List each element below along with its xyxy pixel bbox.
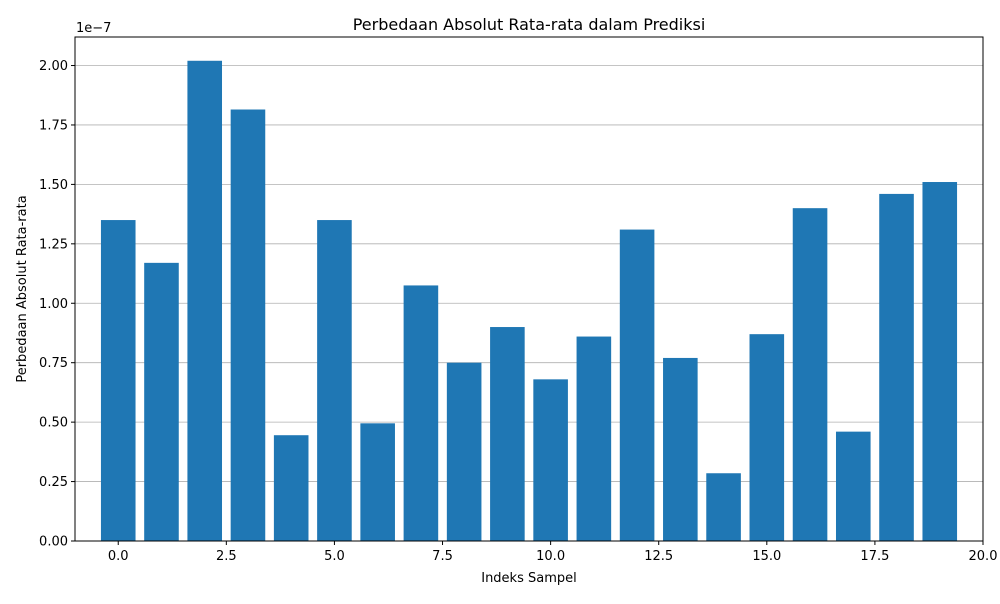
grid-lines — [75, 65, 983, 482]
bar — [100, 220, 136, 541]
y-tick-label: 1.75 — [39, 118, 68, 133]
bar — [144, 262, 179, 541]
y-tick-label: 0.25 — [39, 475, 68, 490]
bar — [230, 109, 266, 542]
x-axis-ticks: 0.0 2.5 5.0 7.5 10.0 12.5 15.0 17.5 20.0 — [108, 541, 998, 564]
x-tick-label: 7.5 — [432, 549, 453, 564]
bar — [663, 357, 698, 541]
bar — [749, 334, 785, 541]
x-tick-label: 17.5 — [860, 549, 889, 564]
y-tick-label: 0.50 — [39, 416, 68, 431]
bar — [619, 229, 655, 541]
bar — [879, 193, 914, 542]
bar — [187, 60, 223, 541]
bar — [835, 431, 871, 541]
plot-frame — [74, 36, 984, 542]
bar — [490, 327, 525, 541]
bar — [922, 182, 958, 542]
y-axis-offset-label: 1e−7 — [76, 21, 111, 36]
y-tick-label: 2.00 — [39, 59, 68, 74]
bar — [576, 336, 612, 541]
x-axis-label: Indeks Sampel — [481, 571, 577, 586]
x-tick-label: 2.5 — [216, 549, 237, 564]
bars — [100, 60, 958, 542]
x-tick-label: 10.0 — [536, 549, 565, 564]
bar — [706, 473, 741, 541]
bar — [273, 435, 309, 541]
bar — [792, 208, 828, 542]
y-tick-label: 0.75 — [39, 356, 68, 371]
bar — [446, 362, 482, 541]
x-tick-label: 0.0 — [108, 549, 129, 564]
y-tick-label: 1.50 — [39, 178, 68, 193]
x-tick-label: 5.0 — [324, 549, 345, 564]
bar — [533, 379, 568, 541]
y-tick-label: 1.25 — [39, 237, 68, 252]
y-axis-ticks: 0.00 0.25 0.50 0.75 1.00 1.25 1.50 1.75 2.00 — [39, 59, 75, 550]
bar — [403, 285, 439, 541]
x-tick-label: 20.0 — [969, 549, 998, 564]
bar — [317, 220, 352, 541]
y-tick-label: 1.00 — [39, 297, 68, 312]
bar — [360, 423, 395, 541]
y-tick-label: 0.00 — [39, 535, 68, 550]
y-axis-label: Perbedaan Absolut Rata-rata — [15, 195, 30, 382]
chart-title: Perbedaan Absolut Rata-rata dalam Predik… — [353, 15, 706, 34]
x-tick-label: 15.0 — [752, 549, 781, 564]
x-tick-label: 12.5 — [644, 549, 673, 564]
